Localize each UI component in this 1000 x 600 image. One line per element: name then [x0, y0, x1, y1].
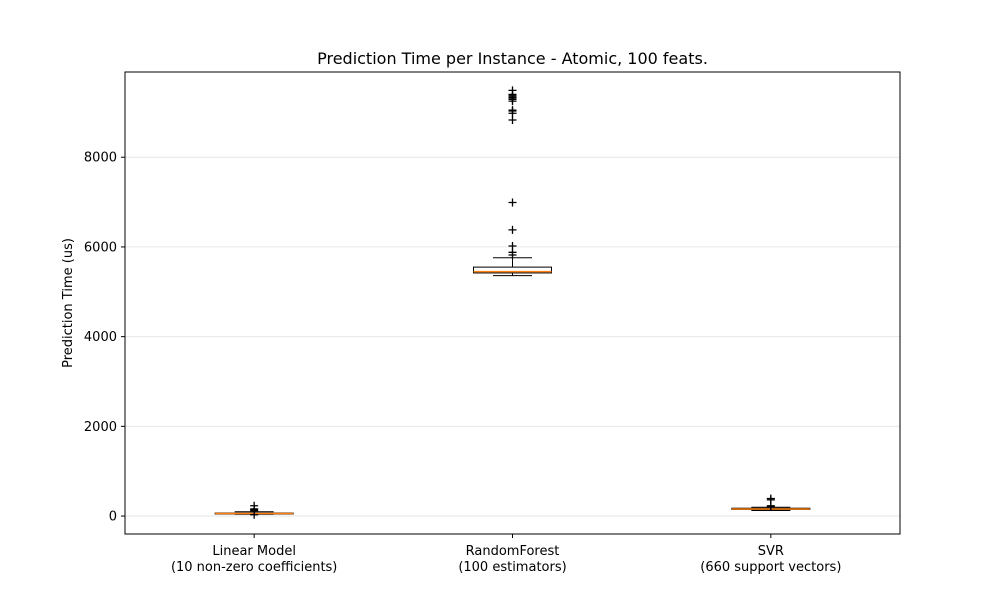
- x-tick-label-line1: SVR: [758, 544, 784, 559]
- y-tick-label: 8000: [84, 151, 117, 166]
- outlier-point: [508, 106, 517, 115]
- box-iqr: [473, 266, 552, 274]
- box-group-2: [731, 494, 811, 511]
- x-tick-label-line1: RandomForest: [466, 544, 560, 559]
- box-layer: [214, 86, 811, 519]
- box-group-1: [473, 86, 552, 277]
- chart-title: Prediction Time per Instance - Atomic, 1…: [317, 49, 708, 68]
- y-tick-label: 2000: [84, 420, 117, 435]
- outlier-point: [508, 242, 517, 251]
- outlier-point: [508, 225, 517, 234]
- y-tick-label: 0: [109, 510, 117, 525]
- x-tick-label-line2: (10 non-zero coefficients): [171, 560, 337, 575]
- box-group-0: [214, 501, 294, 519]
- outlier-point: [766, 494, 775, 503]
- grid-layer: [125, 156, 900, 517]
- y-tick-label: 6000: [84, 240, 117, 255]
- x-ticks: Linear Model(10 non-zero coefficients) Ra…: [171, 534, 841, 575]
- outlier-point: [508, 198, 517, 207]
- outlier-point: [508, 86, 517, 95]
- y-ticks: 0 2000 4000 6000 8000: [84, 151, 125, 525]
- outlier-point: [508, 115, 517, 124]
- y-tick-label: 4000: [84, 330, 117, 345]
- x-tick-label-line2: (100 estimators): [458, 560, 566, 575]
- outlier-point: [250, 501, 259, 510]
- y-axis-label: Prediction Time (us): [61, 238, 76, 368]
- x-tick-label-line2: (660 support vectors): [700, 560, 841, 575]
- x-tick-label-line1: Linear Model: [212, 544, 296, 559]
